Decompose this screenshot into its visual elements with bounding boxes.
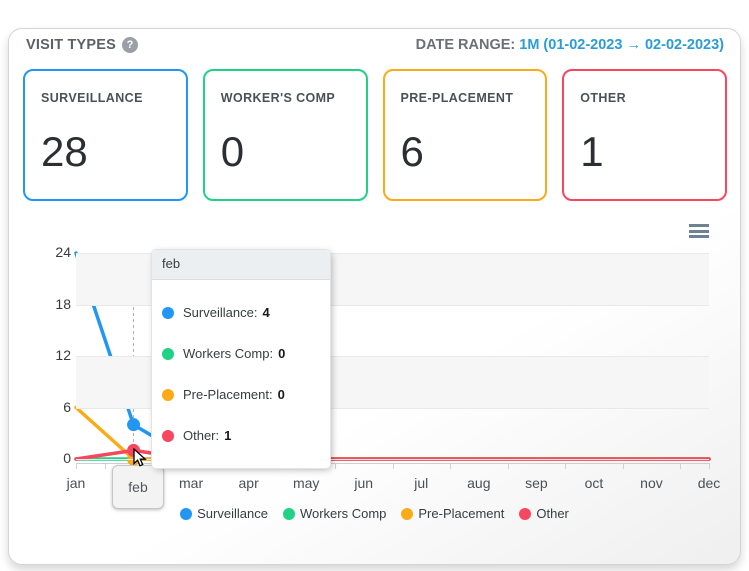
tooltip-title: feb bbox=[152, 250, 330, 280]
gridline bbox=[76, 356, 709, 357]
hover-marker-surveillance[interactable] bbox=[127, 418, 141, 432]
x-axis-tick bbox=[565, 463, 567, 469]
x-axis-tick bbox=[680, 463, 682, 469]
series-marker-icon bbox=[162, 306, 174, 319]
x-axis-label-nov: nov bbox=[640, 475, 663, 491]
x-crosshair-label: feb bbox=[112, 465, 164, 509]
x-axis-label-apr: apr bbox=[238, 475, 259, 491]
gridline bbox=[76, 459, 709, 460]
date-range[interactable]: DATE RANGE: 1M (01-02-2023 → 02-02-2023) bbox=[416, 37, 724, 53]
stat-card-value: 1 bbox=[580, 128, 604, 175]
stat-card-value: 6 bbox=[400, 128, 424, 175]
legend-item-other[interactable]: Other bbox=[519, 506, 569, 521]
stat-card-workers-comp: WORKER'S COMP 0 bbox=[202, 69, 368, 201]
mouse-cursor-icon bbox=[133, 448, 147, 467]
hamburger-menu-icon[interactable] bbox=[689, 224, 709, 241]
visits-line-chart: janfebmaraprmayjunjulaugsepoctnovdec feb… bbox=[9, 219, 740, 559]
x-axis-label-oct: oct bbox=[584, 475, 604, 491]
x-axis-tick bbox=[622, 463, 624, 469]
legend-item-pre-placement[interactable]: Pre-Placement bbox=[401, 506, 504, 521]
stat-card-label: OTHER bbox=[580, 91, 626, 105]
tooltip-item-value: 1 bbox=[224, 428, 232, 443]
legend-marker-icon bbox=[401, 507, 414, 520]
stat-card-label: SURVEILLANCE bbox=[41, 91, 143, 105]
series-marker-icon bbox=[162, 388, 174, 401]
tooltip-item: Other: 1 bbox=[152, 415, 330, 456]
tooltip-item: Surveillance: 4 bbox=[152, 292, 330, 333]
legend-item-workers-comp[interactable]: Workers Comp bbox=[282, 506, 387, 521]
x-axis-label-jun: jun bbox=[354, 475, 374, 491]
x-axis-label-jul: jul bbox=[414, 475, 429, 491]
date-range-label: DATE RANGE: bbox=[415, 37, 516, 53]
tooltip-item-label: Pre-Placement: bbox=[183, 387, 273, 402]
gridline bbox=[76, 304, 709, 306]
panel-header-left: VISIT TYPES ? bbox=[26, 37, 139, 53]
y-axis-label: 24 bbox=[55, 244, 71, 260]
x-axis-tick bbox=[334, 463, 336, 469]
x-axis-label-jan: jan bbox=[66, 475, 86, 491]
chart-legend: Surveillance Workers Comp Pre-Placement Oth… bbox=[9, 506, 740, 521]
x-axis-tick bbox=[709, 463, 710, 469]
stat-card-label: WORKER'S COMP bbox=[220, 91, 336, 105]
stat-card-value: 28 bbox=[41, 128, 88, 175]
tooltip-item-label: Surveillance: bbox=[183, 305, 258, 320]
gridline bbox=[76, 253, 709, 254]
x-axis-tick bbox=[76, 463, 77, 469]
x-axis-tick bbox=[450, 463, 452, 469]
legend-marker-icon bbox=[282, 507, 295, 520]
x-axis-tick bbox=[507, 463, 509, 469]
stat-card-value: 0 bbox=[220, 128, 245, 175]
series-marker-icon bbox=[162, 347, 174, 360]
tooltip-item-value: 0 bbox=[277, 387, 285, 402]
chart-tooltip: feb Surveillance: 4 Workers Comp: 0 Pre-Plac… bbox=[151, 249, 331, 469]
stat-card-surveillance: SURVEILLANCE 28 bbox=[23, 69, 188, 201]
tooltip-item-value: 4 bbox=[262, 305, 270, 320]
stat-card-label: PRE-PLACEMENT bbox=[400, 91, 514, 105]
gridline bbox=[76, 407, 709, 409]
legend-marker-icon bbox=[180, 507, 193, 520]
y-axis-label: 6 bbox=[63, 398, 71, 415]
stat-card-pre-placement: PRE-PLACEMENT 6 bbox=[382, 69, 548, 201]
help-circle-icon[interactable]: ? bbox=[122, 37, 139, 53]
x-axis-tick bbox=[104, 463, 106, 469]
legend-label: Surveillance bbox=[197, 506, 268, 521]
x-axis-label-may: may bbox=[292, 475, 320, 491]
tooltip-item: Workers Comp: 0 bbox=[152, 333, 330, 374]
page-title: VISIT TYPES bbox=[26, 37, 117, 53]
tooltip-item: Pre-Placement: 0 bbox=[152, 374, 330, 415]
series-marker-icon bbox=[162, 429, 174, 442]
tooltip-item-label: Other: bbox=[183, 428, 220, 443]
y-axis-label: 0 bbox=[63, 450, 71, 466]
x-axis-label-mar: mar bbox=[179, 475, 204, 491]
x-axis-label-sep: sep bbox=[525, 475, 548, 491]
x-axis-label-dec: dec bbox=[697, 475, 721, 491]
tooltip-items: Surveillance: 4 Workers Comp: 0 Pre-Placemen… bbox=[152, 280, 330, 468]
legend-label: Workers Comp bbox=[299, 506, 387, 521]
stat-card-other: OTHER 1 bbox=[562, 69, 727, 201]
legend-label: Pre-Placement bbox=[418, 506, 505, 521]
date-range-value: 1M (01-02-2023 → 02-02-2023) bbox=[519, 37, 724, 53]
legend-item-surveillance[interactable]: Surveillance bbox=[180, 506, 268, 521]
y-axis-label: 12 bbox=[55, 347, 71, 363]
x-axis-tick bbox=[392, 463, 394, 469]
legend-marker-icon bbox=[519, 507, 532, 520]
legend-label: Other bbox=[536, 506, 569, 521]
stat-cards-row: SURVEILLANCE 28 WORKER'S COMP 0 PRE-PLAC… bbox=[23, 69, 727, 201]
tooltip-item-label: Workers Comp: bbox=[183, 346, 274, 361]
x-axis-label-aug: aug bbox=[467, 475, 491, 491]
y-axis-label: 18 bbox=[55, 295, 71, 312]
tooltip-item-value: 0 bbox=[278, 346, 286, 361]
visit-types-panel: VISIT TYPES ? DATE RANGE: 1M (01-02-2023… bbox=[8, 28, 741, 565]
